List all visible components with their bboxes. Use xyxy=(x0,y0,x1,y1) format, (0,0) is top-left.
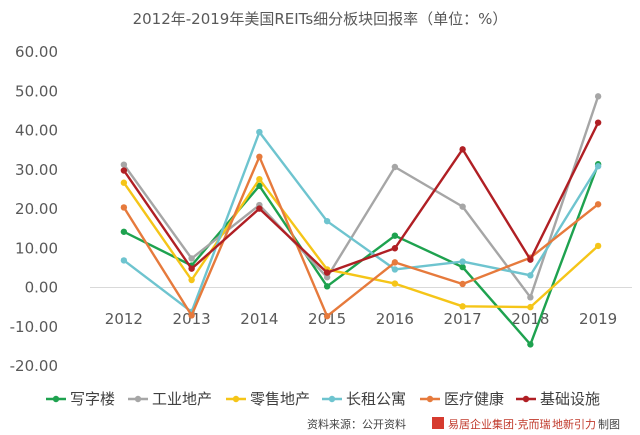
series-point xyxy=(594,163,602,170)
series-point xyxy=(120,179,128,186)
series-line xyxy=(122,96,600,299)
legend-item: 工业地产 xyxy=(128,390,212,408)
series-point xyxy=(120,167,128,174)
legend-label: 长租公寓 xyxy=(346,390,406,408)
series-point xyxy=(527,303,534,311)
series-point xyxy=(594,119,602,126)
y-tick-label: 40.00 xyxy=(15,122,58,140)
chart-title: 2012年-2019年美国REITs细分板块回报率（单位：%） xyxy=(133,10,508,28)
y-axis: -20.00 -10.00 0.00 10.00 20.00 30.00 40.00 50.0… xyxy=(10,43,58,375)
publisher-brand-text: 地新引力 xyxy=(552,417,596,431)
source-line: 资料来源：公开资料 易居企业集团·克而瑞 地新引力 制图 xyxy=(307,417,620,431)
legend-marker xyxy=(52,395,60,403)
series-point xyxy=(323,274,331,281)
series-point xyxy=(459,146,466,153)
x-tick-label: 2013 xyxy=(173,310,211,328)
series-基础设施 xyxy=(120,119,602,276)
legend-marker xyxy=(426,395,434,403)
series-point xyxy=(120,228,128,235)
y-tick-label: 50.00 xyxy=(15,82,58,100)
x-tick-label: 2012 xyxy=(105,310,143,328)
series-point xyxy=(527,272,534,279)
legend-item: 医疗健康 xyxy=(420,390,504,408)
legend-label: 零售地产 xyxy=(250,390,310,408)
series-line xyxy=(122,177,599,309)
series-point xyxy=(256,182,263,190)
legend-label: 写字楼 xyxy=(70,390,115,408)
publisher-logo-text: 易居企业集团·克而瑞 xyxy=(448,417,551,431)
series-point xyxy=(459,258,466,265)
y-tick-label: -20.00 xyxy=(10,357,58,375)
y-tick-label: 10.00 xyxy=(15,239,58,257)
y-tick-label: 20.00 xyxy=(15,200,58,218)
series-point xyxy=(323,269,331,276)
series-point xyxy=(323,312,331,320)
legend-marker xyxy=(134,395,142,403)
series-point xyxy=(391,245,399,252)
series-point xyxy=(459,263,466,271)
y-tick-label: 30.00 xyxy=(15,161,58,179)
series-layer xyxy=(120,93,602,348)
series-point xyxy=(188,312,195,319)
y-tick-label: -10.00 xyxy=(10,318,58,336)
series-point xyxy=(188,265,195,272)
series-point xyxy=(120,204,128,211)
x-tick-label: 2018 xyxy=(511,310,549,328)
series-point xyxy=(527,341,534,348)
series-point xyxy=(459,203,466,210)
series-point xyxy=(188,255,195,262)
series-point xyxy=(256,175,263,183)
legend-marker xyxy=(522,395,530,403)
series-point xyxy=(459,303,466,310)
series-point xyxy=(391,232,399,239)
series-line xyxy=(123,130,600,313)
series-point xyxy=(459,280,466,288)
series-point xyxy=(256,205,263,212)
x-tick-label: 2019 xyxy=(579,310,617,328)
legend-item: 基础设施 xyxy=(516,390,600,408)
series-point xyxy=(594,93,602,100)
legend-label: 基础设施 xyxy=(540,390,600,408)
legend-marker xyxy=(232,395,240,403)
x-tick-label: 2016 xyxy=(376,310,414,328)
series-point xyxy=(391,163,399,171)
series-point xyxy=(391,266,399,273)
legend-item: 写字楼 xyxy=(46,390,115,408)
series-point xyxy=(120,257,128,264)
legend-item: 零售地产 xyxy=(226,390,310,408)
x-tick-label: 2017 xyxy=(444,310,482,328)
y-tick-label: 60.00 xyxy=(15,43,58,61)
legend-item: 长租公寓 xyxy=(322,390,406,408)
legend-label: 医疗健康 xyxy=(444,390,504,408)
series-point xyxy=(594,201,602,208)
series-point xyxy=(256,153,263,160)
series-point xyxy=(120,161,128,168)
source-text: 资料来源：公开资料 xyxy=(307,417,406,431)
series-point xyxy=(527,256,534,263)
series-point xyxy=(323,217,331,225)
y-tick-label: 0.00 xyxy=(25,279,58,297)
series-point xyxy=(188,276,195,284)
series-point xyxy=(527,294,534,301)
series-line xyxy=(122,122,600,274)
legend: 写字楼 工业地产 零售地产 长租公寓 医疗健康 基础设施 xyxy=(46,390,600,408)
legend-label: 工业地产 xyxy=(152,390,212,408)
series-point xyxy=(391,280,399,287)
series-line xyxy=(122,155,599,318)
series-工业地产 xyxy=(120,93,602,301)
legend-marker xyxy=(328,395,336,403)
series-point xyxy=(256,128,263,136)
series-point xyxy=(323,283,331,290)
x-tick-label: 2014 xyxy=(240,310,278,328)
x-axis: 20122013201420152016201720182019 xyxy=(90,287,632,328)
source-suffix: 制图 xyxy=(598,418,620,431)
series-point xyxy=(594,242,602,250)
publisher-logo-icon xyxy=(432,417,444,429)
series-point xyxy=(391,259,399,266)
